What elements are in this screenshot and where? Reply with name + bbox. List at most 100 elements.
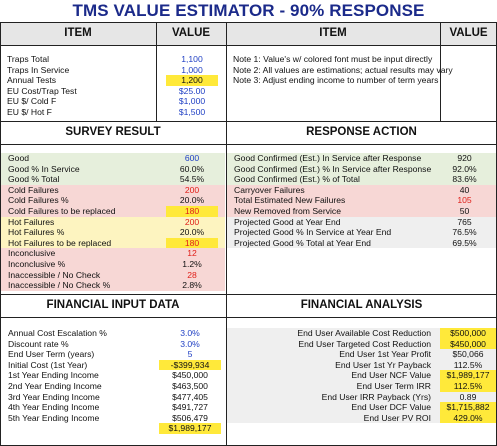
financial-analysis-value: $450,000 — [440, 338, 496, 350]
response-value: 83.6% — [452, 174, 477, 185]
survey-label: Good % Total — [8, 174, 60, 185]
response-label: Projected Good % Total at Year End — [234, 237, 371, 248]
financial-input-label: 5th Year Ending Income — [8, 412, 100, 423]
survey-value: 1.2% — [182, 259, 202, 269]
financial-input-row: Initial Cost (1st Year) -$399,934 — [1, 359, 225, 371]
financial-input-label: 1st Year Ending Income — [8, 370, 99, 381]
page-title: TMS VALUE ESTIMATOR - 90% RESPONSE — [72, 1, 425, 20]
financial-input-row: 3rd Year Ending Income $477,405 — [1, 392, 225, 403]
input-row: EU $/ Cold F $1,000 — [0, 96, 226, 107]
financial-analysis-row: End User Available Cost Reduction $500,00… — [227, 328, 496, 339]
financial-analysis-row: End User Term IRR 112.5% — [227, 381, 496, 392]
note-text: Note 1: Value's w/ colored font must be … — [233, 54, 433, 64]
financial-input-value: -$399,934 — [159, 359, 221, 371]
response-row: Total Estimated New Failures 105 — [227, 195, 496, 206]
response-label: Projected Good % In Service at Year End — [234, 227, 392, 238]
response-row: Good Confirmed (Est.) % In Service after… — [227, 163, 496, 175]
financial-input-value: $506,479 — [172, 412, 208, 423]
financial-input-value: $477,405 — [172, 391, 208, 402]
financial-input-label: Annual Cost Escalation % — [8, 328, 107, 338]
response-row: Projected Good at Year End 765 — [227, 216, 496, 228]
response-label: Good Confirmed (Est.) In Service after R… — [234, 153, 422, 163]
divider-right-value — [440, 22, 441, 121]
financial-analysis-label: End User IRR Payback (Yrs) — [321, 391, 431, 402]
financial-analysis-row: End User 1st Year Profit $50,066 — [227, 349, 496, 360]
input-value: $1,500 — [178, 107, 206, 117]
financial-analysis-row: End User NCF Value $1,989,177 — [227, 370, 496, 381]
survey-label: Good — [8, 153, 30, 163]
response-value: 40 — [459, 184, 470, 195]
input-label: EU $/ Hot F — [7, 107, 52, 117]
survey-label: Inaccessible / No Check % — [8, 280, 111, 291]
response-row: Projected Good % Total at Year End 69.5% — [227, 237, 496, 249]
survey-label: Inconclusive — [8, 248, 56, 259]
financial-analysis-label: End User 1st Year Profit — [339, 349, 431, 360]
survey-value: 28 — [187, 269, 197, 280]
survey-label: Cold Failures % — [8, 195, 69, 206]
financial-analysis-row: End User 1st Yr Payback 112.5% — [227, 359, 496, 371]
financial-analysis-label: End User Term IRR — [356, 381, 431, 391]
input-value: $1,000 — [178, 96, 206, 107]
response-row: Projected Good % In Service at Year End 7… — [227, 227, 496, 238]
financial-input-row: 4th Year Ending Income $491,727 — [1, 402, 225, 413]
financial-input-value: $491,727 — [172, 402, 208, 413]
financial-input-label: Initial Cost (1st Year) — [8, 359, 88, 370]
financial-analysis-label: End User PV ROI — [363, 412, 431, 423]
input-row: EU $/ Hot F $1,500 — [0, 107, 226, 118]
financial-input-row: 1st Year Ending Income $450,000 — [1, 370, 225, 381]
survey-value: 60.0% — [179, 163, 205, 174]
note-text: Note 3: Adjust ending income to number o… — [233, 75, 439, 86]
input-label: EU $/ Cold F — [7, 96, 57, 107]
response-label: Good Confirmed (Est.) % of Total — [234, 174, 360, 185]
financial-analysis-value: 429.0% — [440, 412, 496, 424]
survey-row: Inaccessible / No Check % 2.8% — [1, 280, 225, 291]
financial-header-row: FINANCIAL INPUT DATA FINANCIAL ANALYSIS — [0, 294, 497, 318]
input-value: 1,000 — [181, 64, 203, 75]
survey-value: 2.8% — [182, 280, 202, 291]
financial-input-row: Annual Cost Escalation % 3.0% — [1, 328, 225, 339]
response-row: Good Confirmed (Est.) % of Total 83.6% — [227, 174, 496, 185]
survey-row: Hot Failures 200 — [1, 216, 225, 228]
header-item-right: ITEM — [319, 27, 347, 39]
financial-input-label: 2nd Year Ending Income — [8, 381, 102, 391]
survey-value: 600 — [184, 153, 200, 163]
response-value: 69.5% — [452, 237, 477, 248]
financial-analysis-value: $500,000 — [440, 328, 496, 339]
response-row: Good Confirmed (Est.) In Service after R… — [227, 153, 496, 164]
header-row: ITEM VALUE ITEM VALUE — [0, 22, 497, 46]
survey-row: Good % In Service 60.0% — [1, 163, 225, 175]
survey-title: SURVEY RESULT — [65, 126, 161, 138]
survey-value: 200 — [184, 184, 200, 195]
financial-analysis-label: End User Available Cost Reduction — [297, 328, 431, 338]
input-row: Traps Total 1,100 — [0, 54, 226, 65]
financial-input-value: $450,000 — [172, 370, 208, 381]
input-label: EU Cost/Trap Test — [7, 85, 77, 96]
survey-row: Cold Failures % 20.0% — [1, 195, 225, 206]
financial-analysis-label: End User DCF Value — [351, 402, 431, 413]
response-label: Carryover Failures — [234, 184, 305, 195]
survey-label: Cold Failures — [8, 184, 59, 195]
financial-analysis-title: FINANCIAL ANALYSIS — [300, 299, 423, 311]
header-item-left: ITEM — [64, 27, 92, 39]
survey-row: Hot Failures to be replaced 180 — [1, 237, 225, 249]
note-row: Note 3: Adjust ending income to number o… — [226, 75, 497, 86]
financial-analysis-value: 0.89 — [459, 391, 477, 402]
response-label: Total Estimated New Failures — [234, 195, 346, 206]
survey-row: Inconclusive % 1.2% — [1, 259, 225, 270]
survey-row: Inconclusive 12 — [1, 248, 225, 259]
input-row: EU Cost/Trap Test $25.00 — [0, 86, 226, 97]
financial-analysis-label: End User 1st Yr Payback — [335, 359, 431, 370]
note-text: Note 2: All values are estimations; actu… — [233, 64, 453, 75]
financial-analysis-value: 112.5% — [440, 381, 496, 392]
response-value: 765 — [457, 216, 472, 227]
financial-input-row: Discount rate % 3.0% — [1, 339, 225, 350]
financial-analysis-row: End User DCF Value $1,715,882 — [227, 402, 496, 413]
header-value-right: VALUE — [449, 27, 488, 39]
financial-analysis-row: End User PV ROI 429.0% — [227, 412, 496, 424]
survey-value: 12 — [187, 248, 197, 259]
response-row: Carryover Failures 40 — [227, 184, 496, 196]
financial-input-total-row: $1,989,177 — [1, 423, 225, 434]
divider-center — [226, 22, 227, 446]
input-row: Traps In Service 1,000 — [0, 65, 226, 76]
response-label: New Removed from Service — [234, 206, 341, 216]
